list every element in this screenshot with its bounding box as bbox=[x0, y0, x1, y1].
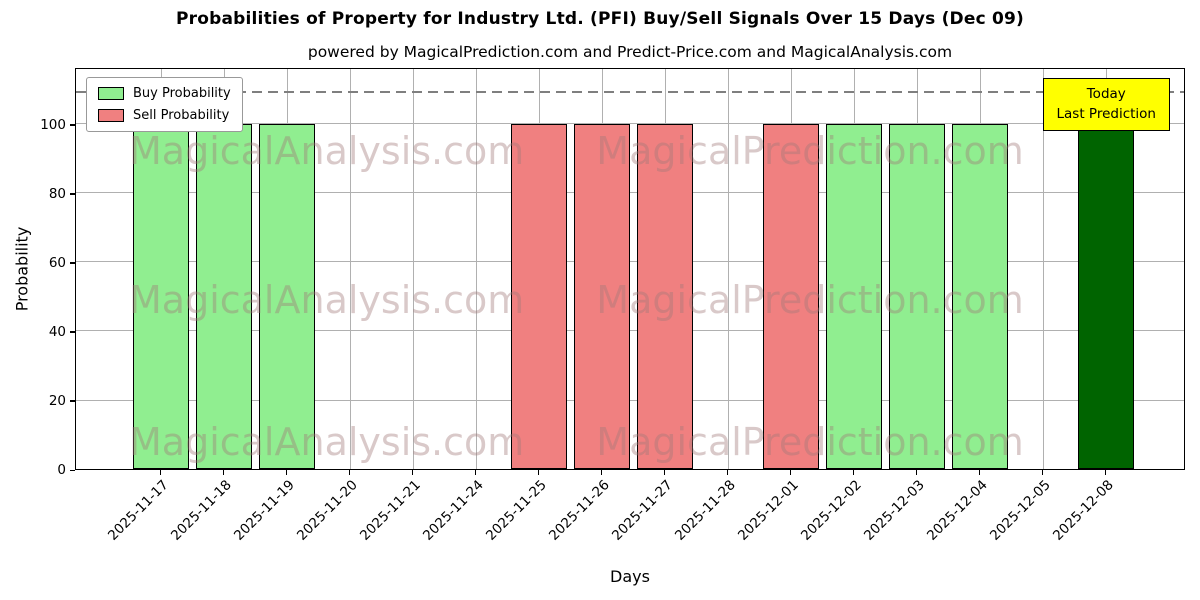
bar-2025-12-03 bbox=[889, 123, 945, 469]
annotation-line1: Today bbox=[1086, 86, 1126, 102]
x-tick-label: 2025-11-21 bbox=[356, 477, 424, 544]
x-tick-label: 2025-11-18 bbox=[167, 477, 235, 544]
x-tick-mark bbox=[600, 470, 602, 475]
bar-2025-11-27 bbox=[637, 123, 693, 469]
x-tick-label: 2025-11-24 bbox=[419, 477, 487, 544]
x-gridline bbox=[475, 69, 477, 469]
y-tick-label: 40 bbox=[48, 323, 66, 340]
annotation-line2: Last Prediction bbox=[1056, 106, 1156, 123]
x-tick-mark bbox=[915, 470, 917, 475]
x-axis-label: Days bbox=[610, 567, 650, 586]
x-gridline bbox=[1042, 69, 1044, 469]
x-tick-mark bbox=[537, 470, 539, 475]
chart-title: Probabilities of Property for Industry L… bbox=[175, 9, 1025, 29]
x-tick-label: 2025-11-20 bbox=[293, 477, 361, 544]
y-gridline bbox=[76, 123, 1184, 125]
y-tick-mark bbox=[70, 262, 75, 264]
plot-area: Buy Probability Sell Probability Today L… bbox=[75, 68, 1185, 470]
x-tick-label: 2025-11-28 bbox=[671, 477, 739, 544]
y-tick-label: 60 bbox=[48, 254, 66, 271]
x-tick-mark bbox=[348, 470, 350, 475]
bar-2025-11-18 bbox=[196, 123, 252, 469]
x-tick-label: 2025-12-08 bbox=[1049, 477, 1117, 544]
x-tick-mark bbox=[1104, 470, 1106, 475]
y-tick-label: 20 bbox=[48, 392, 66, 409]
x-tick-mark bbox=[474, 470, 476, 475]
x-tick-mark bbox=[978, 470, 980, 475]
x-tick-mark bbox=[411, 470, 413, 475]
x-tick-label: 2025-11-25 bbox=[482, 477, 550, 544]
y-tick-mark bbox=[70, 331, 75, 333]
bar-2025-11-19 bbox=[259, 123, 315, 469]
legend-item-sell: Sell Probability bbox=[98, 108, 231, 123]
y-gridline bbox=[76, 399, 1184, 401]
y-tick-mark bbox=[70, 400, 75, 402]
chart-subtitle: powered by MagicalPrediction.com and Pre… bbox=[307, 43, 953, 61]
buy-probability-swatch bbox=[98, 87, 124, 100]
y-tick-mark bbox=[70, 193, 75, 195]
today-annotation: Today Last Prediction bbox=[1042, 78, 1170, 131]
legend: Buy Probability Sell Probability bbox=[86, 77, 243, 132]
bar-2025-12-04 bbox=[952, 123, 1008, 469]
x-gridline bbox=[412, 69, 414, 469]
y-gridline bbox=[76, 192, 1184, 194]
bar-2025-11-26 bbox=[574, 123, 630, 469]
y-gridline bbox=[76, 468, 1184, 469]
y-tick-label: 80 bbox=[48, 185, 66, 202]
x-tick-mark bbox=[1041, 470, 1043, 475]
x-tick-label: 2025-12-03 bbox=[860, 477, 928, 544]
y-gridline bbox=[76, 261, 1184, 263]
x-tick-mark bbox=[789, 470, 791, 475]
x-tick-label: 2025-11-27 bbox=[608, 477, 676, 544]
y-tick-label: 0 bbox=[57, 462, 66, 478]
bar-2025-12-02 bbox=[826, 123, 882, 469]
y-tick-mark bbox=[70, 124, 75, 126]
x-tick-mark bbox=[663, 470, 665, 475]
x-tick-label: 2025-11-26 bbox=[545, 477, 613, 544]
x-tick-label: 2025-12-01 bbox=[734, 477, 802, 544]
x-tick-mark bbox=[222, 470, 224, 475]
x-gridline bbox=[349, 69, 351, 469]
x-tick-label: 2025-12-05 bbox=[986, 477, 1054, 544]
x-tick-mark bbox=[285, 470, 287, 475]
legend-item-buy: Buy Probability bbox=[98, 86, 231, 101]
bar-2025-12-08 bbox=[1078, 123, 1134, 469]
bar-2025-12-01 bbox=[763, 123, 819, 469]
threshold-dashed-line bbox=[76, 91, 1184, 94]
x-gridline bbox=[727, 69, 729, 469]
x-tick-mark bbox=[726, 470, 728, 475]
x-tick-label: 2025-12-04 bbox=[923, 477, 991, 544]
bar-2025-11-17 bbox=[133, 123, 189, 469]
y-tick-label: 100 bbox=[40, 116, 66, 133]
x-tick-mark bbox=[159, 470, 161, 475]
y-tick-mark bbox=[70, 469, 75, 471]
sell-probability-swatch bbox=[98, 109, 124, 122]
x-tick-label: 2025-12-02 bbox=[797, 477, 865, 544]
bar-2025-11-25 bbox=[511, 123, 567, 469]
legend-label-buy: Buy Probability bbox=[133, 86, 231, 101]
x-tick-label: 2025-11-19 bbox=[230, 477, 298, 544]
x-tick-label: 2025-11-17 bbox=[104, 477, 172, 544]
legend-label-sell: Sell Probability bbox=[133, 108, 230, 123]
y-gridline bbox=[76, 330, 1184, 332]
x-tick-mark bbox=[852, 470, 854, 475]
